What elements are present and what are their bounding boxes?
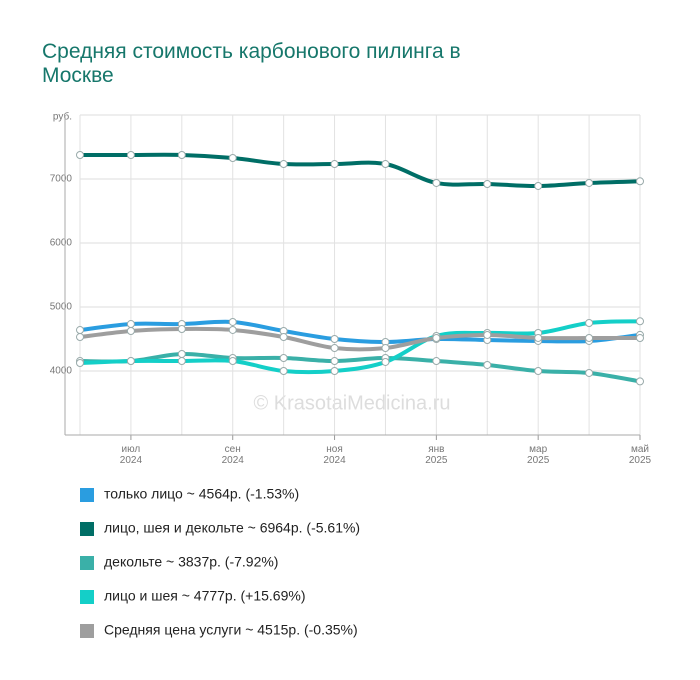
y-unit: руб. (53, 111, 72, 123)
point (126, 327, 135, 335)
legend-label: лицо и шея ~ 4777р. (+15.69%) (104, 588, 305, 604)
point (177, 357, 186, 366)
point (76, 333, 84, 342)
y-tick-label: 6000 (50, 238, 73, 249)
point (330, 344, 339, 353)
point (279, 367, 288, 375)
point (76, 359, 84, 367)
point (126, 357, 135, 366)
point (585, 333, 594, 342)
point (279, 333, 288, 342)
point (483, 179, 492, 188)
x-tick-label: ноя 2024 (323, 444, 346, 466)
point (636, 317, 644, 326)
point (76, 326, 84, 335)
point (636, 377, 644, 386)
series-line (78, 152, 642, 188)
point (483, 330, 492, 339)
point (330, 160, 339, 169)
point (636, 177, 644, 186)
point (381, 357, 390, 366)
point (126, 320, 135, 329)
legend-label: Средняя цена услуги ~ 4515р. (-0.35%) (104, 622, 358, 638)
point (330, 367, 339, 375)
legend-swatch (80, 624, 94, 638)
point (585, 178, 594, 187)
point (534, 333, 543, 342)
point (585, 319, 594, 327)
point (381, 344, 390, 353)
legend-swatch (80, 522, 94, 536)
legend-label: лицо, шея и декольте ~ 6964р. (-5.61%) (104, 520, 360, 536)
point (228, 154, 237, 163)
point (76, 151, 84, 159)
y-tick-label: 7000 (50, 174, 73, 185)
point (330, 357, 339, 366)
point (636, 334, 644, 343)
point (126, 151, 135, 159)
x-tick-label: май 2025 (629, 444, 652, 466)
point (228, 325, 237, 334)
legend-label: декольте ~ 3837р. (-7.92%) (104, 554, 278, 570)
point (177, 325, 186, 334)
point (381, 160, 390, 169)
series-line (78, 319, 642, 345)
legend-swatch (80, 556, 94, 570)
point (228, 317, 237, 326)
point (432, 357, 441, 366)
point (177, 151, 186, 159)
x-tick-label: мар 2025 (527, 444, 550, 466)
legend-swatch (80, 488, 94, 502)
point (177, 349, 186, 358)
series-line (78, 326, 642, 352)
point (330, 335, 339, 343)
y-tick-label: 4000 (50, 366, 73, 377)
point (432, 178, 441, 187)
watermark: © KrasotaiMedicina.ru (253, 392, 450, 414)
point (279, 160, 288, 169)
point (534, 367, 543, 375)
legend-label: только лицо ~ 4564р. (-1.53%) (104, 486, 299, 502)
point (432, 333, 441, 342)
point (483, 360, 492, 369)
x-tick-label: июл 2024 (120, 444, 143, 466)
x-tick-label: сен 2024 (222, 444, 245, 466)
point (534, 181, 543, 190)
y-tick-label: 5000 (50, 302, 73, 313)
series-line (78, 319, 642, 375)
point (279, 354, 288, 363)
point (585, 368, 594, 377)
legend-swatch (80, 590, 94, 604)
x-tick-label: янв 2025 (425, 444, 448, 466)
series-line (78, 351, 642, 384)
point (228, 357, 237, 366)
